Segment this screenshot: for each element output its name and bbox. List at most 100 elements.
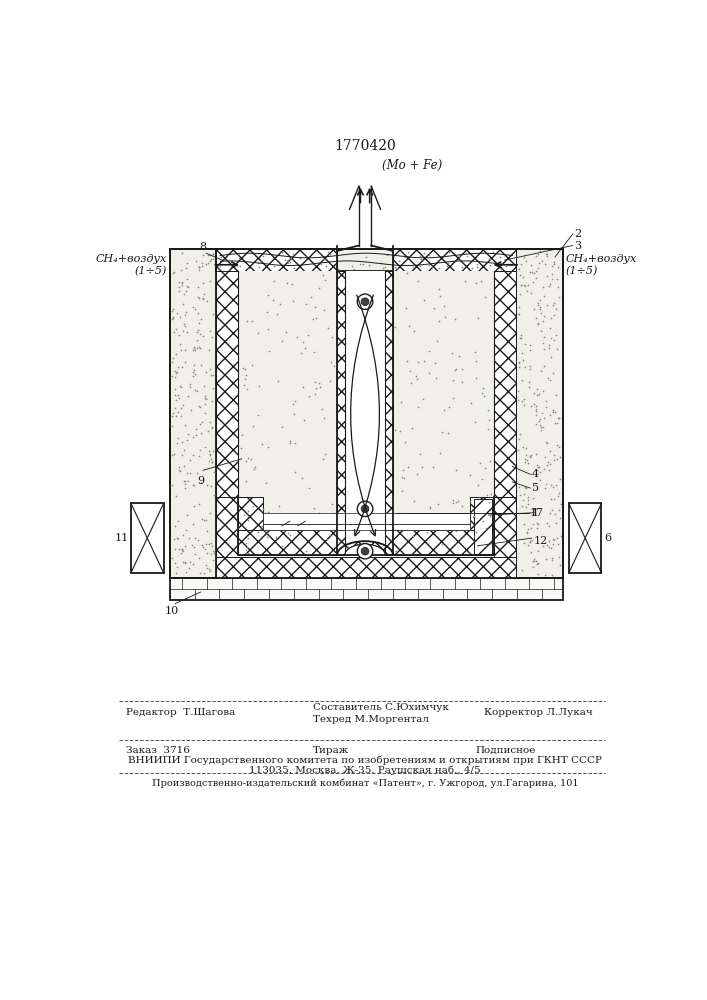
- Point: [534, 299, 546, 315]
- Point: [318, 302, 329, 318]
- Point: [193, 262, 204, 278]
- Point: [435, 288, 446, 304]
- Point: [545, 330, 556, 346]
- Point: [358, 256, 369, 272]
- Point: [195, 442, 206, 458]
- Point: [517, 562, 528, 578]
- Point: [399, 470, 410, 486]
- Point: [246, 357, 257, 373]
- Point: [182, 426, 194, 442]
- Point: [192, 383, 203, 399]
- Point: [513, 261, 525, 277]
- Point: [539, 480, 551, 496]
- Point: [534, 301, 546, 317]
- Point: [521, 525, 532, 541]
- Point: [501, 258, 512, 274]
- Point: [254, 521, 265, 537]
- Point: [414, 258, 425, 274]
- Point: [348, 261, 359, 277]
- Bar: [393, 497, 494, 557]
- Point: [518, 486, 530, 502]
- Point: [549, 404, 560, 420]
- Point: [204, 536, 215, 552]
- Point: [289, 464, 300, 480]
- PathPatch shape: [337, 541, 393, 555]
- Point: [512, 442, 523, 458]
- Point: [513, 306, 525, 322]
- Point: [409, 323, 420, 339]
- Point: [545, 491, 556, 507]
- Point: [173, 390, 185, 406]
- Point: [465, 395, 477, 411]
- Point: [542, 268, 553, 284]
- Point: [542, 435, 553, 451]
- Point: [411, 466, 423, 482]
- Point: [468, 508, 479, 524]
- Point: [192, 305, 204, 321]
- Point: [450, 462, 462, 478]
- Point: [513, 383, 524, 399]
- Point: [309, 374, 320, 390]
- Point: [513, 479, 525, 495]
- Point: [192, 332, 203, 348]
- Point: [520, 480, 531, 496]
- Point: [363, 257, 375, 273]
- Point: [188, 516, 199, 532]
- Point: [457, 374, 468, 390]
- Point: [549, 415, 561, 431]
- Point: [408, 514, 419, 530]
- Point: [485, 486, 496, 502]
- Point: [185, 452, 196, 468]
- Point: [168, 264, 180, 280]
- Point: [518, 277, 530, 293]
- Point: [181, 260, 192, 276]
- Point: [178, 286, 189, 302]
- Point: [453, 348, 464, 364]
- Point: [208, 306, 219, 322]
- Point: [242, 313, 253, 329]
- Point: [522, 492, 534, 508]
- Point: [546, 477, 557, 493]
- Point: [525, 449, 536, 465]
- Point: [332, 261, 344, 277]
- Point: [518, 535, 530, 551]
- Point: [553, 289, 564, 305]
- Point: [452, 493, 463, 509]
- Point: [182, 388, 194, 404]
- Point: [176, 542, 187, 558]
- Point: [168, 265, 179, 281]
- Point: [536, 305, 547, 321]
- Point: [186, 537, 197, 553]
- Point: [551, 415, 563, 431]
- Bar: [131, 503, 163, 573]
- Point: [200, 364, 211, 380]
- Point: [167, 447, 178, 463]
- Point: [547, 479, 559, 495]
- Point: [411, 371, 423, 387]
- Bar: [216, 271, 238, 497]
- Point: [168, 531, 180, 547]
- Point: [412, 273, 423, 289]
- Point: [537, 538, 548, 554]
- Point: [482, 421, 493, 437]
- Point: [193, 448, 204, 464]
- Point: [549, 332, 560, 348]
- Point: [469, 414, 481, 430]
- Point: [478, 513, 489, 529]
- Point: [540, 246, 551, 262]
- Point: [192, 465, 203, 481]
- Point: [264, 343, 275, 359]
- Point: [515, 277, 527, 293]
- Point: [436, 536, 448, 552]
- Point: [197, 291, 209, 307]
- Point: [527, 553, 539, 569]
- Point: [183, 560, 194, 576]
- Point: [538, 335, 549, 351]
- Point: [528, 385, 539, 401]
- Point: [552, 259, 563, 275]
- Point: [346, 258, 358, 274]
- Point: [174, 541, 185, 557]
- Text: 10: 10: [165, 606, 179, 616]
- Point: [515, 277, 527, 293]
- Point: [307, 256, 318, 272]
